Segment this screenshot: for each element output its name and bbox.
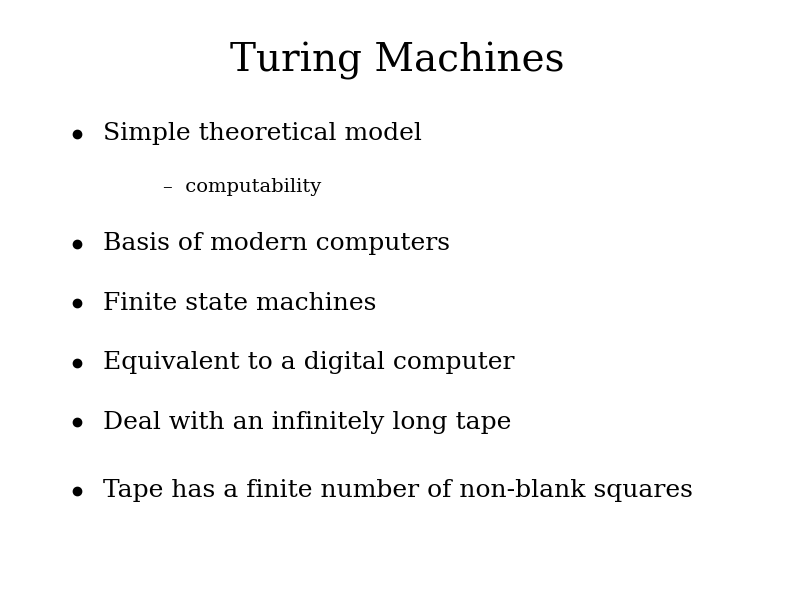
Text: –  computability: – computability xyxy=(163,178,321,196)
Text: Finite state machines: Finite state machines xyxy=(103,292,376,315)
Text: Simple theoretical model: Simple theoretical model xyxy=(103,123,422,145)
Text: Tape has a finite number of non-blank squares: Tape has a finite number of non-blank sq… xyxy=(103,480,693,502)
Text: Turing Machines: Turing Machines xyxy=(229,42,565,80)
Text: Equivalent to a digital computer: Equivalent to a digital computer xyxy=(103,352,515,374)
Text: Basis of modern computers: Basis of modern computers xyxy=(103,233,450,255)
Text: Deal with an infinitely long tape: Deal with an infinitely long tape xyxy=(103,411,511,434)
